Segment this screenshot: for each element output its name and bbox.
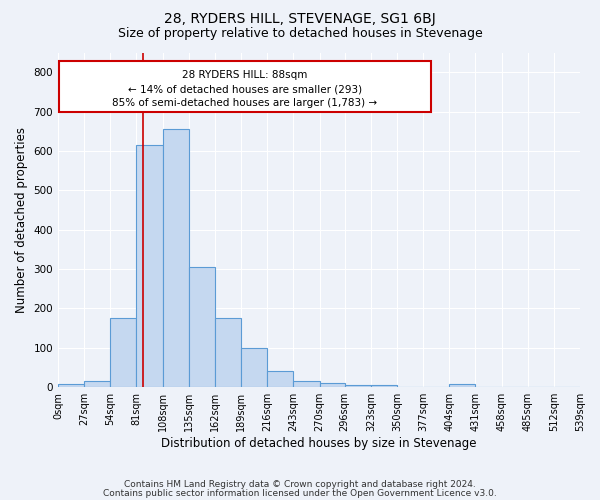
Text: Size of property relative to detached houses in Stevenage: Size of property relative to detached ho… xyxy=(118,28,482,40)
FancyBboxPatch shape xyxy=(59,61,431,112)
Bar xyxy=(215,318,241,387)
Bar xyxy=(293,382,320,387)
X-axis label: Distribution of detached houses by size in Stevenage: Distribution of detached houses by size … xyxy=(161,437,477,450)
Text: 28 RYDERS HILL: 88sqm: 28 RYDERS HILL: 88sqm xyxy=(182,70,307,81)
Bar xyxy=(267,372,293,387)
Bar xyxy=(58,384,84,387)
Bar xyxy=(241,348,267,387)
Text: 28, RYDERS HILL, STEVENAGE, SG1 6BJ: 28, RYDERS HILL, STEVENAGE, SG1 6BJ xyxy=(164,12,436,26)
Text: Contains HM Land Registry data © Crown copyright and database right 2024.: Contains HM Land Registry data © Crown c… xyxy=(124,480,476,489)
Y-axis label: Number of detached properties: Number of detached properties xyxy=(15,127,28,313)
Bar xyxy=(136,145,163,387)
Bar xyxy=(189,267,215,387)
Bar xyxy=(320,384,344,387)
Text: ← 14% of detached houses are smaller (293): ← 14% of detached houses are smaller (29… xyxy=(128,84,362,94)
Text: 85% of semi-detached houses are larger (1,783) →: 85% of semi-detached houses are larger (… xyxy=(112,98,377,108)
Bar xyxy=(110,318,136,387)
Bar xyxy=(371,385,397,387)
Bar xyxy=(163,130,189,387)
Bar xyxy=(449,384,475,387)
Bar xyxy=(84,382,110,387)
Text: Contains public sector information licensed under the Open Government Licence v3: Contains public sector information licen… xyxy=(103,489,497,498)
Bar xyxy=(344,385,371,387)
